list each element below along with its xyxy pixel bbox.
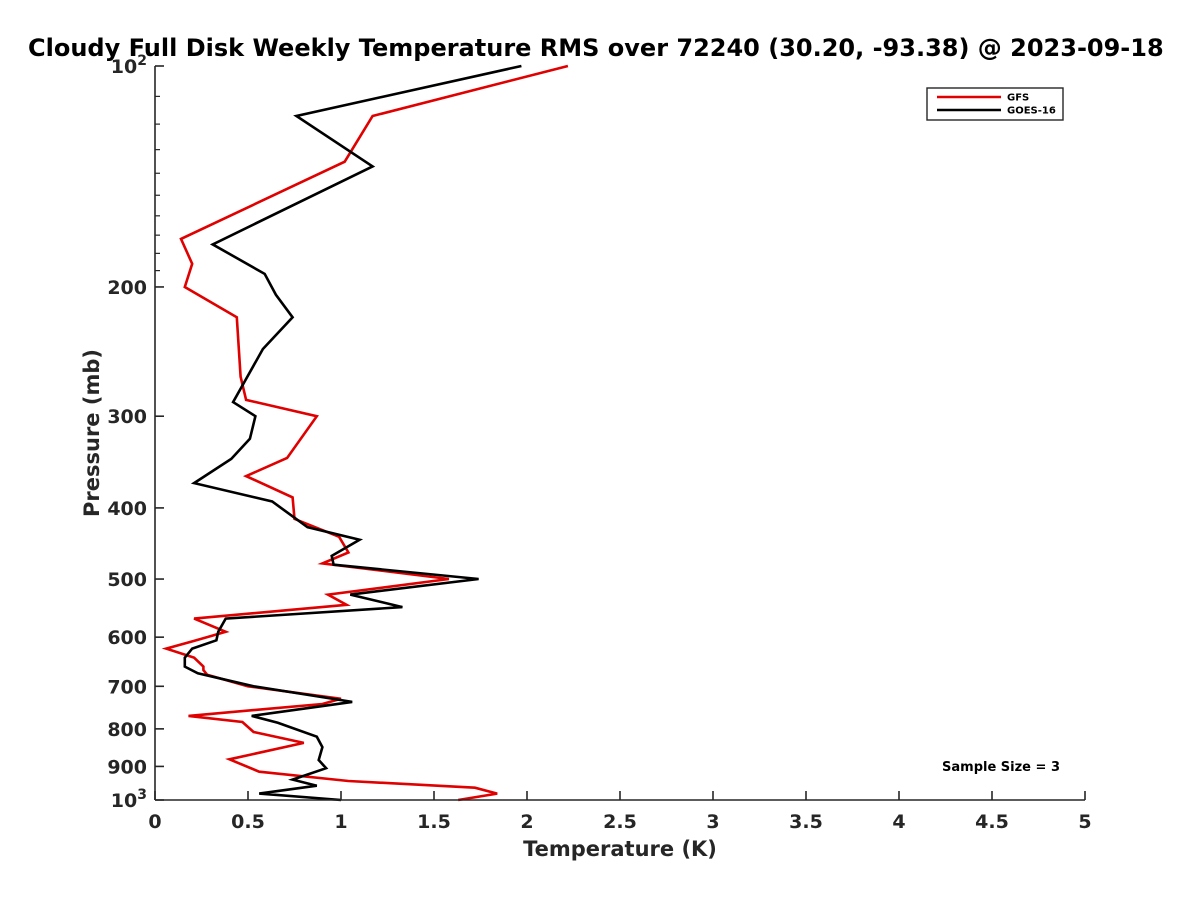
series-layer <box>161 64 569 802</box>
legend: GFS GOES-16 <box>926 87 1064 121</box>
x-tick-label: 3 <box>706 811 719 833</box>
x-tick-label: 1.5 <box>417 811 451 833</box>
series-line-goes-16 <box>183 64 522 802</box>
x-tick-label: 0.5 <box>231 811 265 833</box>
series-line-gfs <box>161 64 569 802</box>
y-tick-label: 400 <box>107 498 147 520</box>
y-tick-label: 700 <box>107 676 147 698</box>
y-tick-label: 102 <box>111 53 147 78</box>
x-tick-label: 5 <box>1078 811 1091 833</box>
chart-title: Cloudy Full Disk Weekly Temperature RMS … <box>28 34 1164 62</box>
plot-area <box>155 66 1085 800</box>
x-tick-label: 2 <box>520 811 533 833</box>
y-tick-label: 500 <box>107 569 147 591</box>
legend-label-goes-16: GOES-16 <box>1007 106 1056 117</box>
x-tick-label: 4.5 <box>975 811 1009 833</box>
y-axis-label: Pressure (mb) <box>80 349 104 517</box>
y-tick-label: 900 <box>107 756 147 778</box>
x-tick-label: 0 <box>148 811 161 833</box>
sample-size-annotation: Sample Size = 3 <box>942 760 1060 775</box>
y-tick-label: 200 <box>107 277 147 299</box>
legend-box <box>926 87 1064 121</box>
y-tick-label: 103 <box>111 787 147 812</box>
ticks-layer: 0 0.5 1 1.5 2 2.5 3 3.5 4 4.5 5 102 200 300 400 500 600 7… <box>107 53 1091 833</box>
y-tick-label: 800 <box>107 719 147 741</box>
x-tick-label: 4 <box>892 811 905 833</box>
x-axis-label: Temperature (K) <box>523 837 717 861</box>
x-tick-label: 1 <box>334 811 347 833</box>
x-tick-label: 3.5 <box>789 811 823 833</box>
x-tick-label: 2.5 <box>603 811 637 833</box>
y-tick-label: 600 <box>107 627 147 649</box>
y-tick-label: 300 <box>107 406 147 428</box>
legend-label-gfs: GFS <box>1007 93 1029 104</box>
